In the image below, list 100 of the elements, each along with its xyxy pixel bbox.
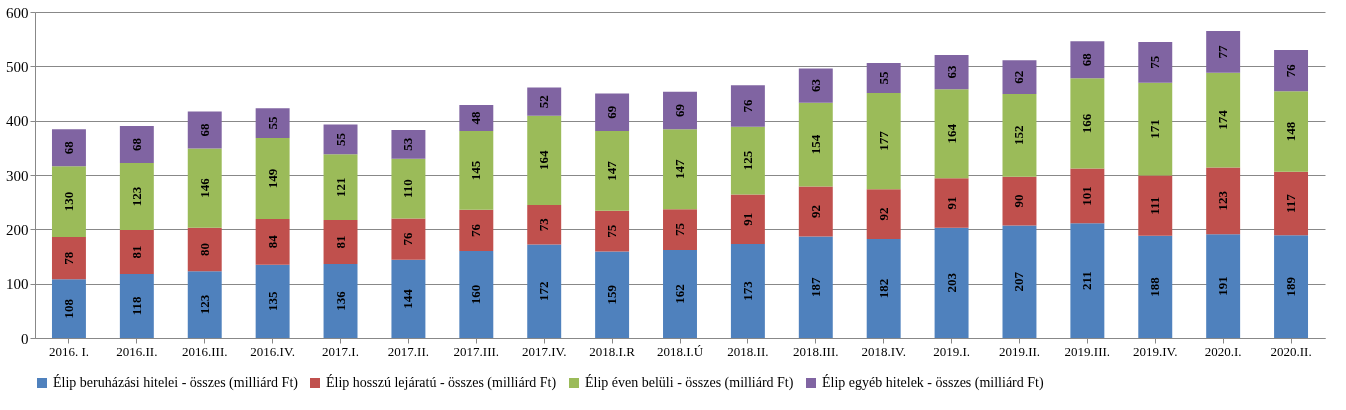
bar (866, 239, 901, 338)
data-label: 75 (1147, 55, 1163, 69)
bar (1138, 82, 1173, 176)
bar (459, 130, 494, 210)
data-label: 117 (1283, 193, 1299, 213)
bar (798, 102, 833, 187)
data-label: 80 (196, 242, 212, 256)
data-label: 121 (332, 177, 348, 197)
x-tick-label: 2017.III. (453, 343, 500, 359)
bar (527, 87, 562, 116)
data-label: 68 (196, 122, 212, 137)
bar (459, 209, 494, 252)
data-label: 130 (60, 191, 76, 212)
bar (730, 126, 765, 195)
data-label: 75 (604, 224, 620, 238)
data-label: 101 (1079, 186, 1095, 206)
x-tick-label: 2017.I. (322, 343, 359, 359)
bar (119, 126, 154, 164)
data-label: 52 (536, 95, 552, 109)
data-label: 55 (264, 116, 280, 130)
data-label: 162 (672, 284, 687, 304)
x-tick-label: 2019.I. (933, 343, 970, 359)
bar (1206, 72, 1241, 168)
data-label: 147 (604, 160, 620, 181)
legend-label: Élip egyéb hitelek - összes (milliárd Ft) (822, 374, 1044, 391)
x-tick-label: 2018.IV. (861, 343, 906, 359)
bar (866, 63, 901, 93)
bar (391, 158, 426, 219)
data-label: 173 (739, 280, 755, 301)
bar (323, 220, 358, 265)
data-label: 187 (807, 276, 823, 297)
data-label: 118 (128, 296, 144, 316)
bar (119, 163, 154, 230)
bar (323, 154, 358, 221)
data-label: 166 (1079, 113, 1095, 134)
data-label: 177 (875, 130, 891, 151)
bar (255, 138, 290, 220)
data-label: 144 (400, 288, 416, 309)
data-label: 76 (468, 223, 484, 237)
data-label: 69 (604, 105, 620, 119)
legend-label: Élip hosszú lejáratú - összes (milliárd Ft) (326, 374, 557, 391)
bar (119, 229, 154, 274)
bar (934, 178, 969, 228)
x-tick-label: 2018.I.R (589, 343, 636, 359)
data-label: 108 (60, 298, 76, 319)
bar (730, 194, 765, 244)
data-label: 77 (1215, 44, 1231, 59)
x-tick-label: 2019.II. (998, 343, 1041, 359)
bar (1138, 175, 1173, 236)
bar (730, 85, 765, 127)
bar (187, 271, 222, 338)
bar (1206, 167, 1241, 235)
data-label: 191 (1215, 276, 1231, 296)
data-label: 68 (128, 137, 144, 152)
bar (391, 259, 426, 338)
data-label: 149 (264, 168, 280, 189)
data-label: 159 (604, 284, 620, 305)
data-label: 164 (943, 123, 959, 144)
data-label: 136 (332, 290, 348, 311)
data-label: 147 (672, 159, 687, 180)
data-label: 91 (739, 212, 755, 226)
y-tick-label: 300 (6, 167, 29, 184)
data-label: 76 (400, 232, 416, 246)
data-label: 152 (1011, 125, 1027, 146)
x-tick-label: 2016.IV. (250, 343, 295, 359)
data-label: 111 (1147, 196, 1163, 215)
data-label: 211 (1079, 271, 1095, 291)
bar (51, 279, 86, 338)
data-label: 203 (943, 272, 959, 293)
bar (595, 251, 630, 338)
bar (51, 166, 86, 237)
data-label: 148 (1283, 121, 1299, 142)
bar (1206, 234, 1241, 338)
bar (1206, 31, 1241, 73)
bar (663, 91, 697, 130)
data-label: 76 (739, 99, 755, 113)
bar (459, 104, 494, 131)
data-label: 53 (400, 137, 416, 151)
bar (595, 210, 630, 252)
data-label: 81 (332, 235, 348, 249)
data-label: 92 (807, 204, 823, 218)
bar (1070, 78, 1105, 169)
data-label: 164 (536, 150, 552, 171)
y-tick-label: 600 (6, 4, 29, 21)
bar (1274, 171, 1309, 236)
data-label: 123 (128, 186, 144, 207)
bar (255, 219, 290, 265)
y-tick-label: 500 (6, 58, 29, 75)
bar (798, 186, 833, 237)
data-label: 69 (672, 103, 687, 118)
bar (1138, 41, 1173, 83)
data-label: 145 (468, 160, 484, 181)
data-label: 55 (332, 132, 348, 146)
bar (1002, 94, 1037, 177)
x-tick-label: 2019.III. (1064, 343, 1111, 359)
data-label: 154 (807, 134, 823, 155)
bar (934, 227, 969, 338)
data-label: 48 (468, 110, 484, 125)
bar (1274, 235, 1309, 338)
x-tick-label: 2019.IV. (1132, 343, 1178, 359)
